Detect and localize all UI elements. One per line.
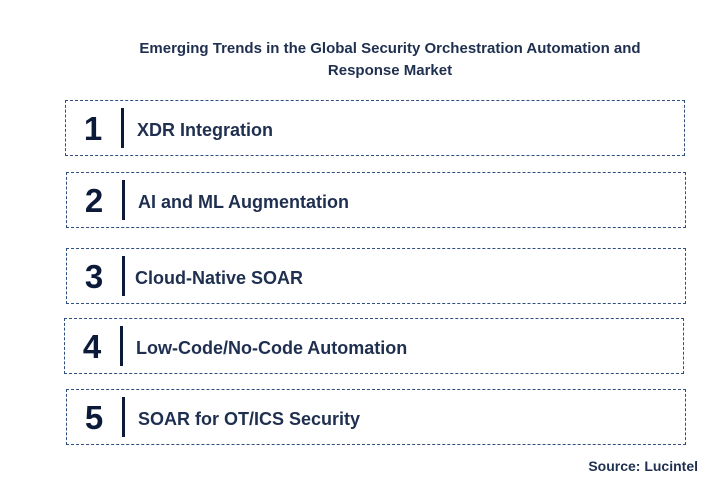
chart-title: Emerging Trends in the Global Security O…	[100, 38, 680, 82]
trend-item-4: 4 Low-Code/No-Code Automation	[64, 318, 684, 374]
trend-divider	[122, 180, 125, 220]
trend-divider	[121, 108, 124, 148]
trend-item-5: 5 SOAR for OT/ICS Security	[66, 389, 686, 445]
trend-divider	[122, 256, 125, 296]
trend-number: 2	[84, 182, 104, 219]
trend-label: AI and ML Augmentation	[138, 192, 349, 212]
source-note: Source: Lucintel	[588, 458, 698, 474]
trend-divider	[120, 326, 123, 366]
trend-label: XDR Integration	[137, 120, 274, 140]
title-line-1: Emerging Trends in the Global Security O…	[139, 40, 641, 57]
trend-item-3: 3 Cloud-Native SOAR	[66, 248, 686, 304]
trend-number: 1	[83, 110, 103, 147]
trend-number: 3	[84, 258, 104, 295]
trend-label: Low-Code/No-Code Automation	[136, 338, 408, 358]
trend-number: 4	[82, 328, 102, 365]
title-line-2: Response Market	[327, 62, 453, 79]
trend-divider	[122, 397, 125, 437]
trend-item-1: 1 XDR Integration	[65, 100, 685, 156]
trend-item-2: 2 AI and ML Augmentation	[66, 172, 686, 228]
trend-label: Cloud-Native SOAR	[135, 268, 304, 288]
trend-label: SOAR for OT/ICS Security	[138, 409, 361, 429]
trend-number: 5	[84, 399, 104, 436]
